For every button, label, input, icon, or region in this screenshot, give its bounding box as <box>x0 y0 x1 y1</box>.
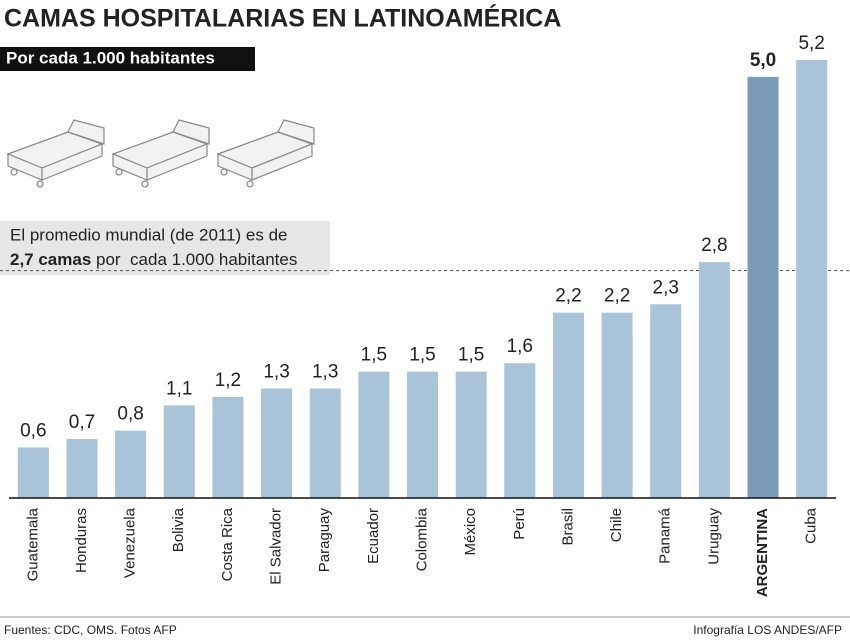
bar <box>163 405 195 498</box>
value-label: 1,5 <box>458 345 484 366</box>
bar <box>455 371 487 498</box>
bar <box>650 304 682 498</box>
x-tick-label: Bolivia <box>170 507 187 552</box>
value-label: 0,8 <box>117 404 143 425</box>
x-tick-label: Perú <box>511 508 528 540</box>
bar <box>698 262 730 498</box>
bar <box>66 439 98 498</box>
bar <box>504 363 536 498</box>
x-tick-label: Panamá <box>657 507 674 564</box>
credit: Infografía LOS ANDES/AFP <box>693 623 842 637</box>
annotation-text: El promedio mundial (de 2011) es de <box>10 225 288 244</box>
bar <box>407 371 438 498</box>
bar <box>309 388 341 498</box>
bar <box>747 76 779 498</box>
chart-title: CAMAS HOSPITALARIAS EN LATINOAMÉRICA <box>4 4 561 33</box>
x-tick-label: Venezuela <box>122 507 139 578</box>
annotation-text: 2,7 camas por cada 1.000 habitantes <box>10 250 297 269</box>
x-tick-label: Costa Rica <box>219 507 236 581</box>
bar <box>552 312 584 498</box>
subtitle-box <box>0 47 255 71</box>
x-tick-label: México <box>462 508 479 556</box>
x-tick-label: ARGENTINA <box>754 508 771 597</box>
value-label: 1,3 <box>263 362 289 383</box>
x-tick-label: Cuba <box>803 507 820 544</box>
x-tick-label: Uruguay <box>705 508 722 565</box>
value-label: 5,0 <box>750 50 776 71</box>
bar <box>115 430 147 498</box>
value-label: 1,2 <box>215 370 241 391</box>
bar <box>358 371 390 498</box>
value-label: 1,5 <box>361 345 387 366</box>
x-tick-label: Guatemala <box>24 507 41 581</box>
value-label: 2,8 <box>701 235 727 256</box>
value-label: 0,7 <box>69 412 95 433</box>
value-label: 1,1 <box>166 378 192 399</box>
value-label: 1,5 <box>409 345 435 366</box>
bar <box>17 447 49 498</box>
value-label: 0,6 <box>20 420 46 441</box>
x-tick-label: Chile <box>608 508 625 542</box>
x-tick-label: Paraguay <box>316 508 333 573</box>
value-label: 2,2 <box>555 286 581 307</box>
value-label: 5,2 <box>798 33 824 54</box>
bed-illustration <box>6 119 315 188</box>
bar <box>212 396 244 498</box>
x-tick-label: Ecuador <box>365 508 382 564</box>
value-label: 1,6 <box>507 336 533 357</box>
annotation-rest: por cada 1.000 habitantes <box>91 250 297 269</box>
source: Fuentes: CDC, OMS. Fotos AFP <box>4 623 177 637</box>
bar <box>261 388 293 498</box>
value-label: 2,3 <box>653 277 679 298</box>
x-tick-label: Honduras <box>73 508 90 573</box>
x-tick-label: El Salvador <box>268 508 285 585</box>
x-tick-label: Colombia <box>413 507 430 571</box>
value-label: 2,2 <box>604 286 630 307</box>
annotation-box <box>0 221 330 275</box>
bar <box>601 312 633 498</box>
value-label: 1,3 <box>312 362 338 383</box>
chart-subtitle: Por cada 1.000 habitantes <box>6 48 215 67</box>
annotation-bold: 2,7 camas <box>10 250 91 269</box>
x-tick-label: Brasil <box>559 508 576 546</box>
bar <box>796 60 828 498</box>
